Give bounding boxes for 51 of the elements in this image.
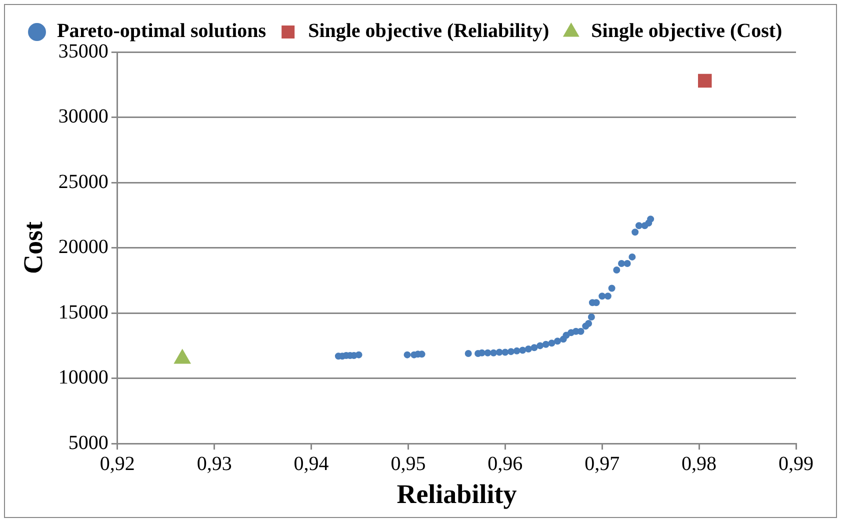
- y-tick-label: 30000: [58, 106, 108, 128]
- point: [618, 260, 626, 267]
- x-tick-label: 0,95: [390, 452, 426, 475]
- legend-label: Single objective (Reliability): [308, 20, 550, 42]
- point: [490, 349, 498, 356]
- point: [548, 340, 556, 347]
- point: [604, 292, 612, 300]
- x-tick-label: 0,92: [100, 452, 135, 475]
- y-tick-label: 20000: [58, 236, 108, 258]
- point: [502, 348, 509, 356]
- point: [542, 340, 550, 348]
- point: [628, 253, 636, 260]
- x-tick-label: 0,99: [778, 452, 814, 475]
- point: [478, 349, 486, 356]
- point: [608, 284, 616, 292]
- point: [632, 228, 639, 236]
- point: [355, 351, 362, 358]
- point: [588, 313, 595, 320]
- y-axis-title: Cost: [18, 222, 48, 274]
- point: [554, 338, 562, 345]
- y-tick-label: 35000: [58, 40, 108, 62]
- y-tick-label: 10000: [58, 366, 108, 389]
- x-tick-label: 0,97: [584, 452, 620, 475]
- point: [464, 350, 472, 358]
- point: [484, 349, 492, 356]
- point: [598, 292, 606, 300]
- legend-label: Pareto-optimal solutions: [57, 20, 266, 42]
- y-tick-label: 5000: [68, 432, 108, 454]
- point: [585, 320, 592, 328]
- point: [513, 347, 520, 354]
- x-tick-label: 0,93: [196, 452, 232, 475]
- point: [530, 344, 538, 352]
- x-tick-label: 0,94: [294, 452, 329, 475]
- legend-label: Single objective (Cost): [591, 20, 782, 42]
- x-tick-label: 0,96: [488, 452, 523, 475]
- point: [519, 346, 526, 354]
- point: [536, 342, 544, 350]
- point: [524, 345, 532, 352]
- point: [613, 266, 620, 274]
- point: [577, 328, 584, 335]
- point: [635, 222, 642, 230]
- point: [647, 216, 654, 223]
- point: [624, 260, 631, 267]
- point: [496, 348, 503, 356]
- x-tick-label: 0,98: [682, 452, 717, 475]
- point: [698, 74, 712, 88]
- y-tick-label: 15000: [58, 301, 108, 324]
- x-axis-title: Reliability: [396, 478, 518, 509]
- point: [404, 351, 411, 358]
- point: [507, 348, 514, 356]
- y-tick-label: 25000: [58, 170, 108, 193]
